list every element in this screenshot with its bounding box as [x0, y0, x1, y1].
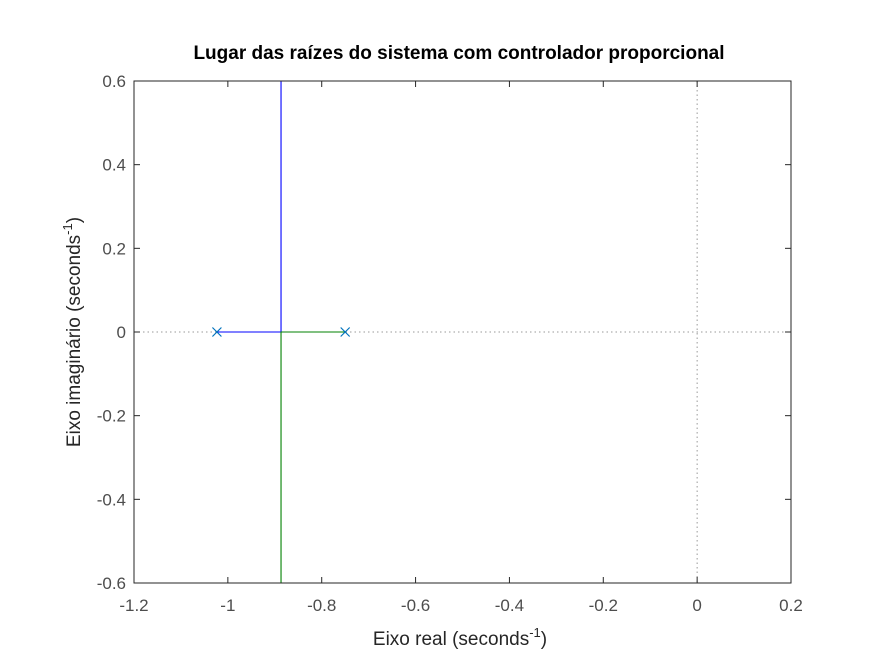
y-tick-label: 0.6 — [102, 72, 126, 91]
pole-marker-stroke — [211, 327, 222, 337]
y-tick-label: 0 — [117, 323, 126, 342]
y-tick-label: -0.2 — [97, 407, 126, 426]
x-tick-label: -1 — [220, 596, 235, 615]
locus-branch-2 — [280, 331, 346, 583]
x-tick-label: 0 — [692, 596, 701, 615]
x-tick-label: -0.8 — [307, 596, 336, 615]
x-tick-label: -0.2 — [589, 596, 618, 615]
x-axis-label-close: ) — [541, 629, 547, 650]
x-axis-label-text: Eixo real (seconds — [373, 629, 529, 650]
y-tick-label: -0.6 — [97, 574, 126, 593]
pole-marker-1 — [211, 327, 222, 337]
x-tick-label: 0.2 — [779, 596, 803, 615]
x-axis-label: Eixo real (seconds-1) — [373, 625, 547, 650]
y-axis-label-close: ) — [64, 217, 85, 223]
x-axis-ticks: -1.2 -1 -0.8 -0.6 -0.4 -0.2 0 0.2 — [119, 81, 803, 615]
y-tick-label: -0.4 — [97, 490, 126, 509]
x-tick-label: -0.6 — [401, 596, 430, 615]
x-tick-label: -1.2 — [119, 596, 148, 615]
y-axis-ticks: -0.6 -0.4 -0.2 0 0.2 0.4 0.6 — [97, 72, 791, 593]
series-lines — [216, 81, 346, 583]
y-tick-label: 0.4 — [102, 156, 126, 175]
y-tick-label: 0.2 — [102, 239, 126, 258]
y-axis-label-superscript: -1 — [60, 223, 75, 235]
pole-markers — [211, 327, 351, 337]
pole-marker-stroke — [340, 327, 351, 337]
x-axis-label-superscript: -1 — [529, 625, 541, 640]
chart-title: Lugar das raízes do sistema com controla… — [193, 43, 724, 64]
pole-marker-2 — [340, 327, 351, 337]
x-tick-label: -0.4 — [495, 596, 524, 615]
y-axis-label-text: Eixo imaginário (seconds — [64, 235, 85, 447]
y-axis-label: Eixo imaginário (seconds-1) — [60, 217, 85, 447]
